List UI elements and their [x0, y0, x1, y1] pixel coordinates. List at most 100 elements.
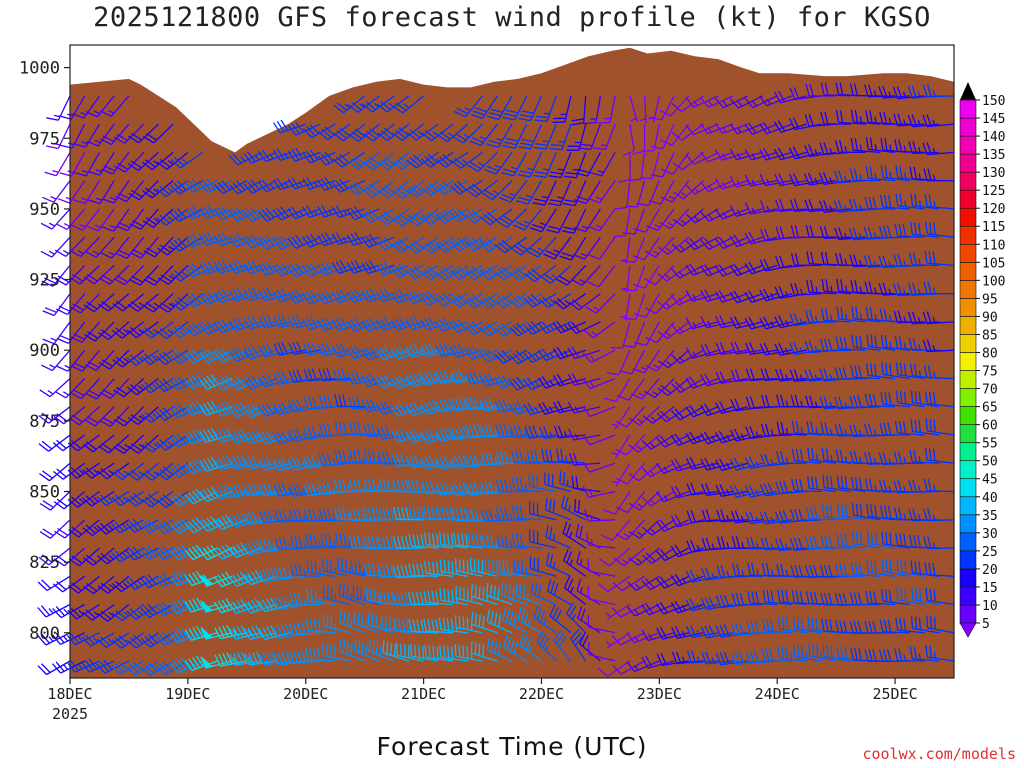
barb-feather-full [290, 535, 295, 548]
barb-feather-full [276, 208, 286, 219]
barb-feather-full [250, 430, 259, 442]
barb-feather-full [141, 498, 152, 508]
barb-feather-full [142, 161, 153, 171]
barb-feather-full [251, 571, 259, 583]
barb-feather-full [228, 350, 238, 362]
barb-feather-full [258, 459, 266, 471]
barb-feather-half [153, 218, 160, 223]
barb-feather-full [354, 317, 363, 329]
barb-feather-half [420, 320, 425, 327]
barb-feather-full [243, 263, 252, 275]
barb-feather-full [442, 267, 453, 277]
barb-feather-full [155, 355, 166, 365]
barb-feather-full [458, 397, 465, 410]
barb-feather-full [424, 344, 432, 356]
barb-feather-full [171, 302, 182, 311]
barb-feather-full [295, 428, 303, 441]
wind-barb [435, 208, 469, 224]
wind-barb [273, 235, 306, 250]
barb-feather-half [138, 415, 145, 420]
barb-feather-full [427, 506, 431, 519]
barb-feather-full [173, 239, 184, 250]
barb-feather-full [439, 588, 442, 601]
barb-feather-full [210, 486, 219, 498]
barb-feather-full [390, 348, 399, 360]
barb-feather-full [240, 625, 248, 637]
wind-barb [390, 346, 424, 361]
barb-feather-full [177, 433, 187, 444]
barb-feather-half [153, 160, 159, 166]
barb-feather-full [170, 241, 180, 252]
barb-feather-full [432, 646, 435, 659]
barb-staff [84, 123, 101, 148]
barb-feather-full [311, 396, 317, 409]
wind-barb [421, 180, 454, 197]
barb-staff [222, 377, 248, 391]
barb-feather-full [306, 235, 315, 246]
barb-feather-full [424, 317, 432, 330]
barb-feather-full [453, 210, 463, 221]
wind-barb [41, 264, 71, 287]
barb-feather-full [307, 396, 313, 410]
barb-feather-full [362, 188, 374, 198]
barb-feather-full [423, 506, 427, 519]
barb-feather-full [100, 522, 110, 533]
barb-staff [441, 599, 468, 606]
barb-feather-full [70, 440, 82, 449]
barb-feather-full [96, 638, 107, 648]
barb-feather-full [449, 212, 460, 223]
barb-feather-full [410, 215, 421, 224]
barb-feather-full [331, 262, 340, 274]
barb-feather-full [420, 619, 425, 633]
barb-feather-full [291, 176, 300, 189]
barb-feather-full [225, 514, 234, 526]
barb-feather-full [236, 180, 246, 191]
barb-feather-full [202, 292, 212, 304]
barb-feather-full [240, 455, 248, 467]
barb-staff [108, 434, 130, 454]
barb-feather-full [442, 154, 453, 164]
barb-staff [193, 519, 218, 534]
barb-feather-half [137, 610, 143, 616]
barb-feather-full [191, 205, 201, 217]
barb-feather-full [317, 179, 326, 191]
barb-feather-full [214, 184, 224, 195]
barb-feather-full [405, 269, 416, 280]
barb-staff [65, 236, 86, 257]
barb-feather-full [160, 244, 171, 253]
barb-feather-half [243, 351, 249, 357]
barb-feather-full [54, 390, 67, 399]
barb-feather-full [457, 533, 461, 546]
barb-feather-full [145, 441, 156, 451]
wind-barb [436, 123, 469, 143]
barb-feather-full [451, 589, 454, 603]
barb-staff [53, 293, 71, 316]
barb-feather-full [336, 130, 347, 139]
barb-feather-half [181, 158, 188, 164]
barb-feather-full [296, 483, 303, 496]
barb-feather-full [409, 242, 421, 252]
wind-barb [125, 575, 159, 591]
wind-barb [73, 123, 101, 148]
barb-staff [251, 236, 277, 249]
barb-feather-full [382, 478, 387, 491]
wind-barb [287, 289, 321, 304]
barb-feather-full [392, 479, 398, 492]
barb-feather-full [140, 549, 150, 560]
barb-feather-full [331, 233, 340, 245]
barb-feather-half [93, 611, 100, 617]
barb-feather-full [398, 239, 409, 249]
barb-feather-full [428, 343, 436, 355]
barb-feather-full [184, 549, 194, 561]
barb-feather-full [311, 508, 317, 522]
barb-feather-half [364, 621, 367, 628]
barb-feather-full [177, 463, 187, 474]
barb-feather-full [383, 261, 392, 273]
barb-feather-full [307, 483, 314, 496]
barb-feather-full [346, 209, 356, 221]
barb-feather-full [206, 321, 216, 332]
barb-feather-full [306, 560, 310, 573]
barb-feather-full [351, 396, 358, 409]
barb-feather-full [306, 205, 314, 217]
barb-staff [178, 349, 203, 365]
